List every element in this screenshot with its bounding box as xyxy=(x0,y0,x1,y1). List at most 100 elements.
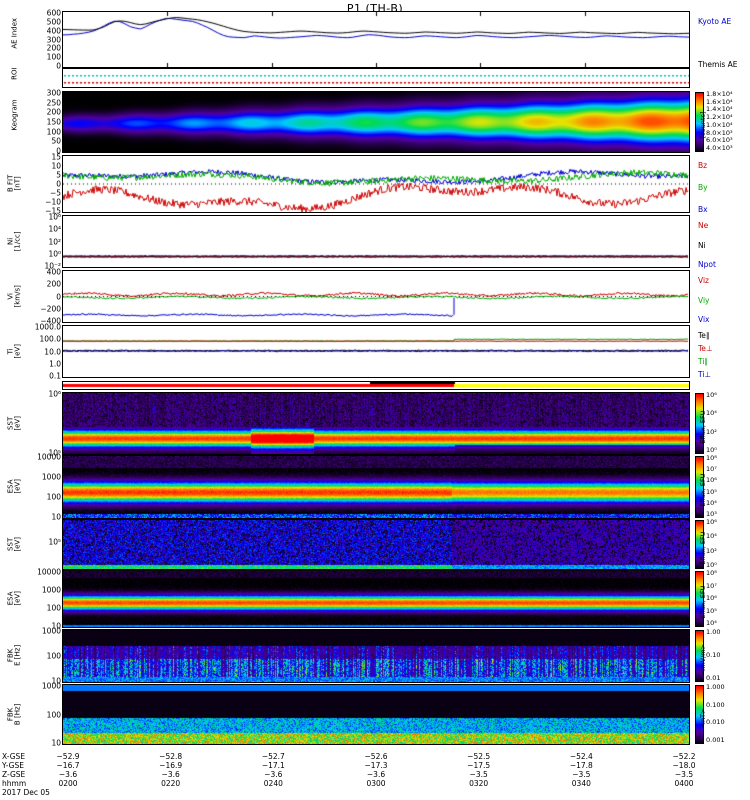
y-tick-ae-index: 400 xyxy=(46,26,61,36)
colorbar-tick-sst-ion: 10⁶ xyxy=(706,518,717,526)
colorbar-tick-keogram: 4.0×10³ xyxy=(706,144,733,152)
x-axis-value: −18.0 xyxy=(672,761,696,770)
colorbar-tick-fbk-e: 0.01 xyxy=(706,674,721,682)
legend-ti-3: Ti⊥ xyxy=(698,370,711,379)
x-axis-value: −52.2 xyxy=(672,752,696,761)
y-tick-ti: 10.0 xyxy=(44,347,61,356)
panel-roi[interactable] xyxy=(62,68,690,88)
plot-canvas-keogram xyxy=(63,92,689,152)
y-tick-keogram: 300 xyxy=(46,88,61,98)
colorbar-tick-keogram: 6.0×10³ xyxy=(706,136,733,145)
panel-ae-index[interactable] xyxy=(62,11,690,68)
colorbar-tick-esa-electron: 10⁶ xyxy=(706,476,717,485)
y-tick-esa-ion: 10000 xyxy=(37,567,61,577)
y-tick-keogram: 250 xyxy=(46,98,61,108)
colorbar-unit-esa-ion: Eflux, EFU xyxy=(699,585,707,619)
legend-ti-0: Te∥ xyxy=(698,331,710,340)
y-tick-b-fit: 0 xyxy=(56,179,61,189)
plot-canvas-vi xyxy=(63,271,689,322)
x-axis-value: −52.8 xyxy=(159,752,183,761)
y-tick-ti: 1000.0 xyxy=(34,322,61,332)
x-axis-value: 0300 xyxy=(366,779,386,788)
x-axis-value: −52.9 xyxy=(56,752,80,761)
colorbar-fbk-b xyxy=(695,685,704,744)
legend-ti-2: Ti∥ xyxy=(698,357,709,366)
colorbar-tick-sst-ion: 10⁰ xyxy=(706,561,717,569)
colorbar-esa-ion xyxy=(695,571,704,627)
y-tick-esa-ion: 100 xyxy=(46,603,61,613)
colorbar-unit-keogram: [counts] xyxy=(699,111,707,139)
x-axis-value: −16.7 xyxy=(56,761,80,770)
legend-ae-index-0: Kyoto AE xyxy=(698,17,732,26)
colorbar-tick-keogram: 1.6×10⁴ xyxy=(706,97,733,106)
y-tick-esa-electron: 1000 xyxy=(41,472,61,482)
plot-canvas-esa-ion xyxy=(63,571,689,627)
y-tick-fbk-e: 100 xyxy=(46,651,61,661)
y-tick-keogram: 150 xyxy=(46,117,61,127)
plot-canvas-ti xyxy=(63,326,689,377)
y-tick-sst-electron: 10⁵ xyxy=(48,448,61,458)
y-tick-fbk-b: 1000 xyxy=(41,681,61,691)
colorbar-tick-sst-ion: 10⁴ xyxy=(706,532,717,541)
y-tick-b-fit: −15 xyxy=(45,206,61,216)
colorbar-tick-fbk-b: 0.010 xyxy=(706,718,725,727)
panel-status-bar[interactable] xyxy=(62,381,690,390)
y-tick-keogram: 200 xyxy=(46,107,61,117)
plot-canvas-fbk-b xyxy=(63,685,689,744)
y-tick-vi: −200 xyxy=(40,304,61,314)
y-tick-vi: 200 xyxy=(46,279,61,289)
y-axis-label-sst-electron: SST [eV] xyxy=(6,415,22,431)
x-axis-value: −52.7 xyxy=(261,752,285,761)
plot-canvas-sst-ion xyxy=(63,520,689,569)
y-tick-ni: 10⁶ xyxy=(48,212,61,222)
y-tick-b-fit: −5 xyxy=(49,188,61,198)
panel-keogram[interactable] xyxy=(62,91,690,153)
y-tick-esa-ion: 1000 xyxy=(41,585,61,595)
plot-canvas-status-bar xyxy=(63,382,689,389)
x-axis-row-label-x-gse: X-GSE xyxy=(2,752,26,761)
panel-esa-electron[interactable] xyxy=(62,455,690,519)
legend-b-fit-2: Bx xyxy=(698,205,708,214)
colorbar-keogram xyxy=(695,92,704,152)
panel-esa-ion[interactable] xyxy=(62,570,690,628)
y-tick-esa-electron: 100 xyxy=(46,492,61,502)
panel-vi[interactable] xyxy=(62,270,690,323)
y-tick-ae-index: 300 xyxy=(46,35,61,44)
y-tick-ae-index: 0 xyxy=(56,61,61,71)
plot-canvas-ni xyxy=(63,216,689,267)
y-tick-vi: 0 xyxy=(56,292,61,301)
colorbar-unit-fbk-b: <nT> xyxy=(699,708,707,727)
y-tick-keogram: 100 xyxy=(46,127,61,137)
x-axis-value: −3.5 xyxy=(572,770,591,779)
colorbar-tick-keogram: 1.2×10⁴ xyxy=(706,113,733,122)
panel-sst-electron[interactable] xyxy=(62,392,690,455)
colorbar-tick-fbk-b: 0.100 xyxy=(706,700,725,709)
y-tick-ae-index: 200 xyxy=(46,43,61,53)
panel-ti[interactable] xyxy=(62,325,690,378)
x-axis-value: 0320 xyxy=(469,779,489,788)
panel-fbk-e[interactable] xyxy=(62,629,690,683)
colorbar-tick-sst-electron: 10² xyxy=(706,427,717,436)
colorbar-esa-electron xyxy=(695,456,704,518)
x-axis-value: −17.1 xyxy=(261,761,285,770)
x-axis-value: −52.4 xyxy=(569,752,593,761)
x-axis-value: −52.6 xyxy=(364,752,388,761)
x-axis-value: −3.6 xyxy=(161,770,180,779)
panel-b-fit[interactable] xyxy=(62,155,690,213)
panel-ni[interactable] xyxy=(62,215,690,268)
colorbar-tick-esa-ion: 10⁶ xyxy=(706,594,717,602)
y-tick-ti: 0.1 xyxy=(49,371,61,381)
x-axis-value: −3.6 xyxy=(366,770,386,779)
colorbar-tick-esa-ion: 10⁴ xyxy=(706,619,717,627)
x-axis-value: −16.9 xyxy=(159,761,183,770)
panel-fbk-b[interactable] xyxy=(62,684,690,745)
legend-vi-0: Viz xyxy=(698,276,709,285)
y-tick-vi: −400 xyxy=(40,316,61,326)
y-tick-ae-index: 100 xyxy=(46,52,61,62)
y-tick-ni: 10² xyxy=(48,237,61,246)
y-tick-b-fit: 5 xyxy=(56,170,61,180)
y-tick-ni: 10⁰ xyxy=(48,249,61,259)
colorbar-tick-esa-electron: 10⁵ xyxy=(706,487,717,496)
panel-sst-ion[interactable] xyxy=(62,519,690,570)
